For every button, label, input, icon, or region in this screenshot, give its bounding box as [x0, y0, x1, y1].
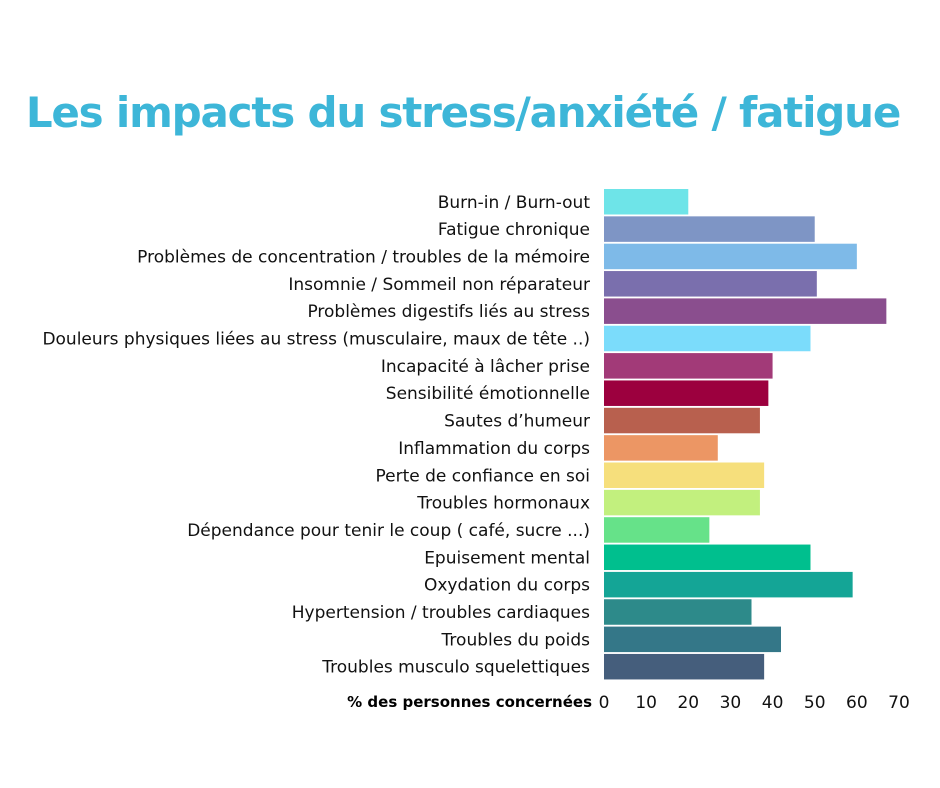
bar — [604, 243, 857, 270]
category-label: Sautes d’humeur — [444, 412, 590, 432]
category-label: Problèmes digestifs liés au stress — [307, 302, 590, 322]
x-tick-label: 50 — [804, 693, 826, 713]
bars-group — [604, 189, 887, 680]
bar — [604, 544, 811, 571]
bar — [604, 626, 781, 653]
bar — [604, 571, 853, 598]
category-label: Inflammation du corps — [398, 439, 590, 459]
bar — [604, 517, 710, 543]
x-tick-label: 40 — [762, 693, 784, 713]
category-label: Douleurs physiques liées au stress (musc… — [42, 330, 590, 350]
bar — [604, 599, 752, 625]
category-label: Dépendance pour tenir le coup ( café, su… — [187, 521, 590, 541]
bar — [604, 325, 811, 352]
bar — [604, 380, 769, 406]
x-tick-label: 0 — [599, 693, 610, 713]
category-label: Sensibilité émotionnelle — [386, 384, 590, 404]
category-labels-group: Burn-in / Burn-out Fatigue chronique Probl… — [42, 193, 590, 678]
category-label: Fatigue chronique — [438, 220, 590, 240]
x-tick-label: 10 — [635, 693, 657, 713]
category-label: Troubles hormonaux — [416, 494, 590, 514]
x-tick-label: 20 — [677, 693, 699, 713]
chart-title: Les impacts du stress/anxiété / fatigue — [25, 88, 902, 137]
bar — [604, 298, 887, 324]
bar — [604, 462, 765, 488]
bar — [604, 435, 718, 461]
category-label: Hypertension / troubles cardiaques — [292, 603, 590, 623]
x-tick-label: 60 — [846, 693, 868, 713]
category-label: Incapacité à lâcher prise — [381, 357, 590, 377]
bar — [604, 189, 689, 215]
x-tick-label: 30 — [720, 693, 742, 713]
bar — [604, 407, 760, 434]
category-label: Troubles musculo squelettiques — [321, 658, 590, 678]
bar — [604, 653, 765, 680]
category-label: Perte de confiance en soi — [375, 466, 590, 486]
category-label: Insomnie / Sommeil non réparateur — [288, 275, 590, 295]
category-label: Problèmes de concentration / troubles de… — [137, 247, 590, 267]
bar — [604, 271, 817, 297]
category-label: Epuisement mental — [424, 548, 590, 568]
x-tick-label: 70 — [888, 693, 910, 713]
bar — [604, 353, 773, 379]
category-label: Troubles du poids — [441, 630, 591, 650]
category-label: Burn-in / Burn-out — [438, 193, 591, 213]
x-axis-ticks-group: 0 10 20 30 40 50 60 70 — [599, 693, 910, 713]
bar — [604, 489, 760, 516]
x-axis-title: % des personnes concernées — [347, 693, 592, 711]
category-label: Oxydation du corps — [424, 576, 590, 596]
bar — [604, 216, 815, 242]
